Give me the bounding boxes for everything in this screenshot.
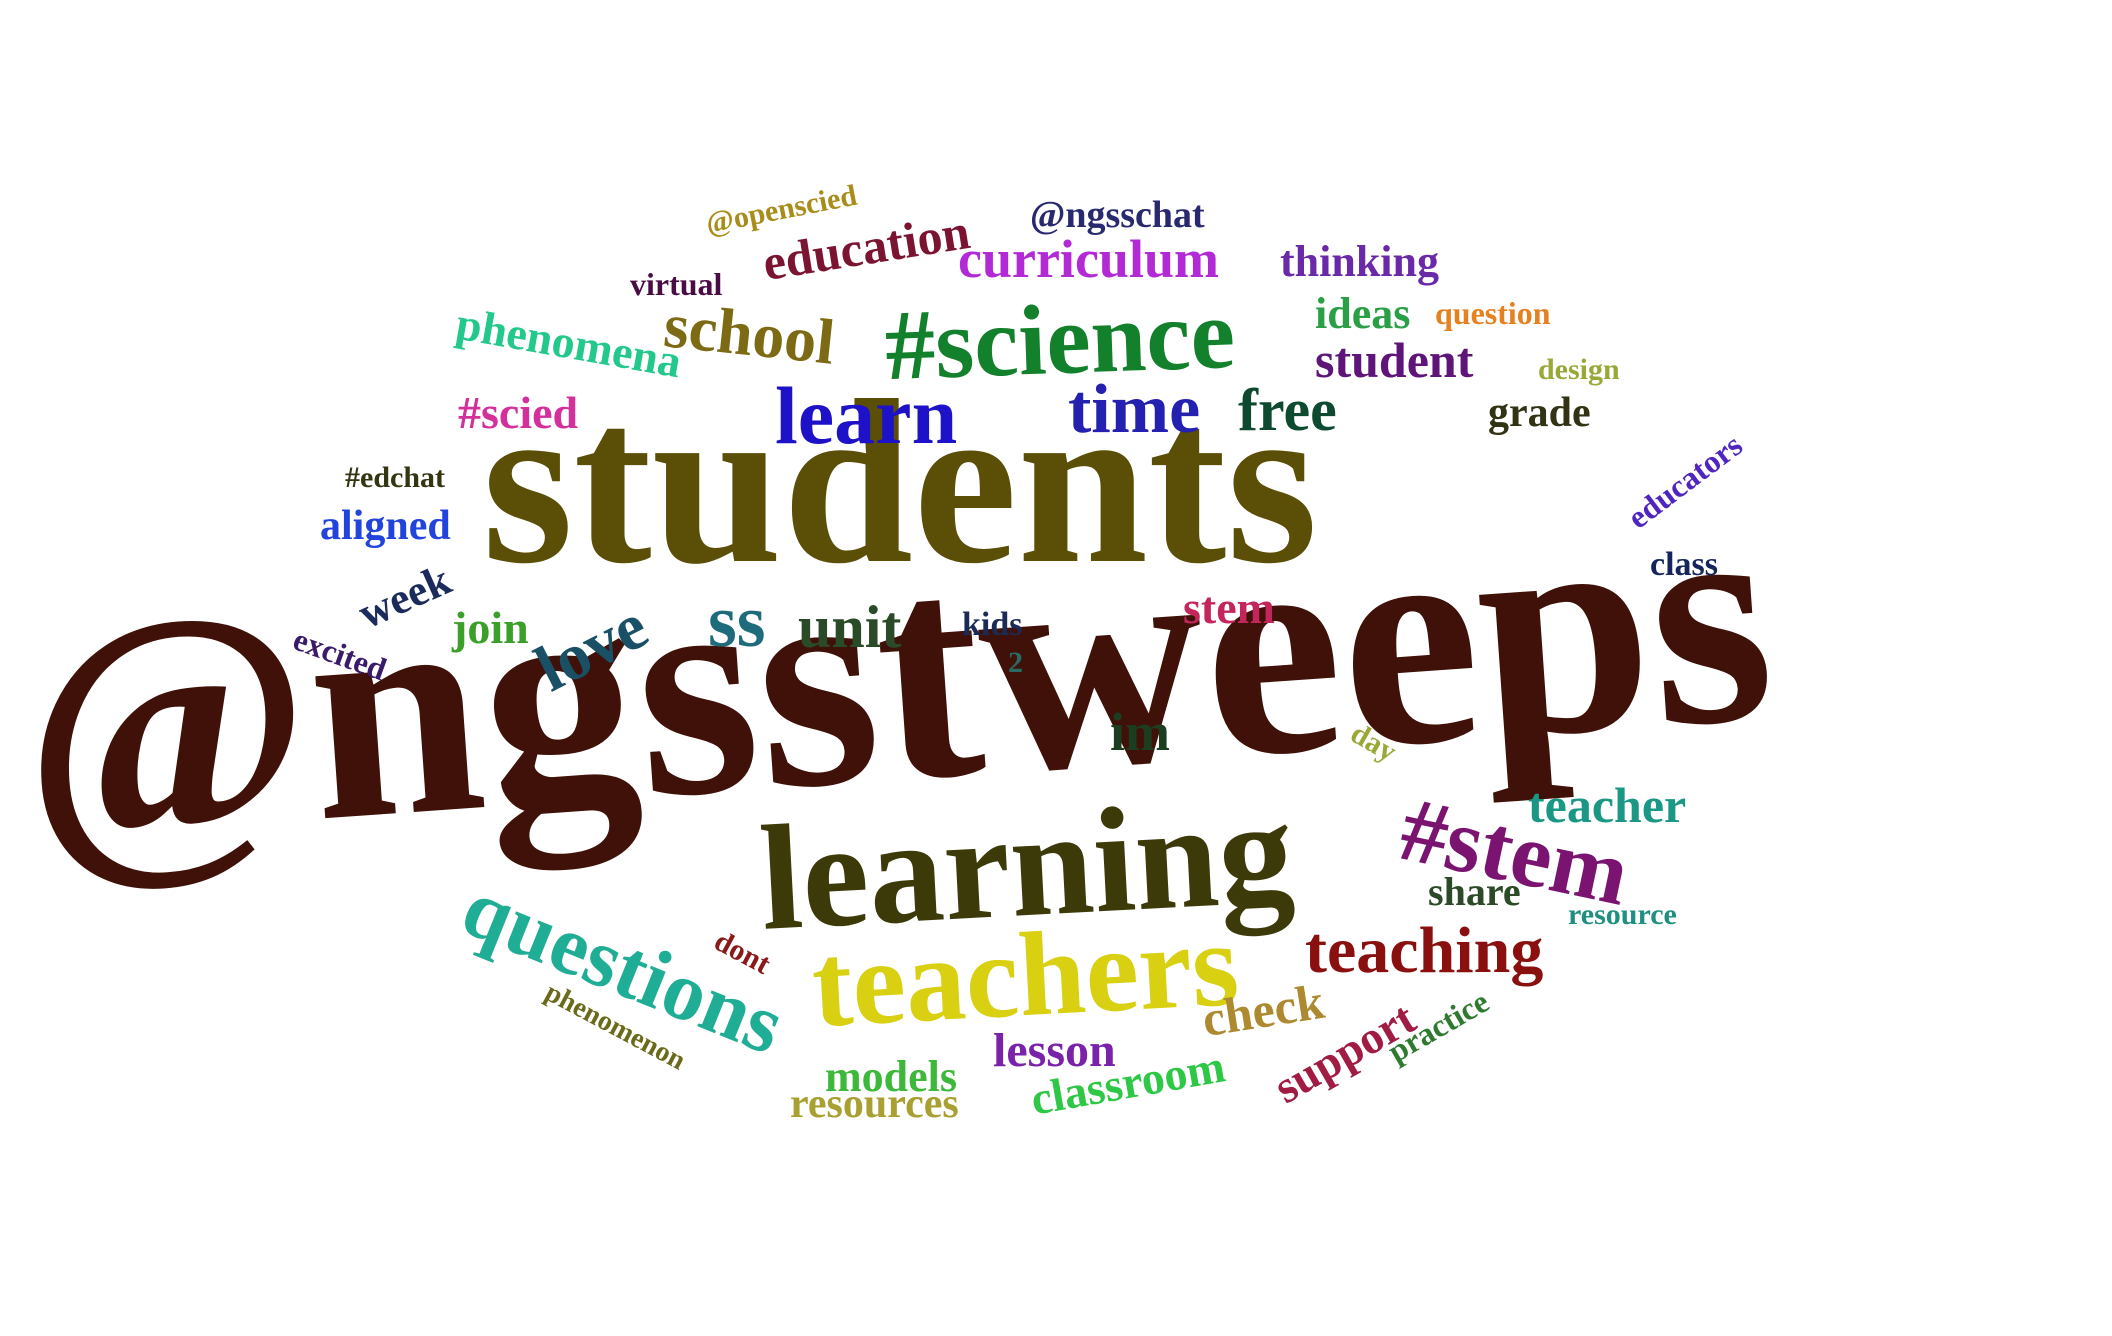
word-resource: resource (1568, 898, 1677, 931)
word-free: free (1238, 377, 1337, 443)
word-ideas: ideas (1315, 289, 1411, 338)
word-lesson: lesson (993, 1024, 1116, 1077)
word-teaching: teaching (1305, 914, 1544, 987)
word-2: 2 (1008, 646, 1023, 679)
word-scied-hashtag: #scied (458, 387, 579, 438)
word-class: class (1650, 546, 1718, 583)
word-models: models (825, 1052, 957, 1101)
word-time: time (1068, 371, 1201, 448)
word-school: school (660, 289, 838, 378)
word-student: student (1315, 332, 1474, 388)
word-ss: ss (708, 581, 766, 663)
word-aligned: aligned (320, 503, 451, 549)
word-join: join (452, 602, 529, 653)
word-stem: stem (1183, 582, 1275, 633)
word-teacher: teacher (1528, 777, 1687, 833)
word-virtual: virtual (630, 266, 723, 302)
word-ngsschat: @ngsschat (1030, 194, 1205, 236)
word-question: question (1435, 295, 1551, 331)
word-design: design (1538, 353, 1620, 386)
word-edchat-hashtag: #edchat (345, 461, 445, 494)
word-thinking: thinking (1280, 237, 1439, 286)
word-learn: learn (775, 370, 958, 461)
word-im: im (1110, 702, 1170, 762)
word-kids: kids (962, 606, 1023, 643)
word-grade: grade (1488, 390, 1591, 436)
word-resources: resources (790, 1081, 959, 1127)
word-students: students (482, 352, 1318, 612)
word-unit: unit (798, 594, 902, 660)
word-share: share (1428, 869, 1521, 914)
word-curriculum: curriculum (958, 229, 1219, 289)
